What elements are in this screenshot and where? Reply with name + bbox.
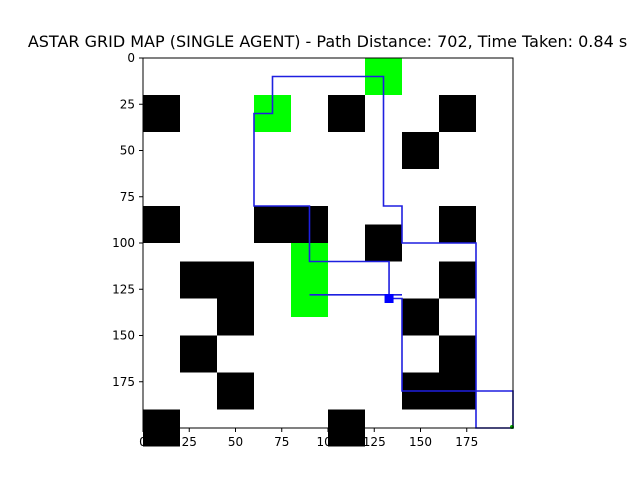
obstacle-cell: [217, 298, 254, 336]
x-tick-label: 100: [317, 435, 340, 449]
obstacle-cell: [439, 206, 476, 243]
obstacle-cell: [365, 224, 402, 262]
obstacle-cell: [217, 261, 254, 299]
y-tick-label: 0: [127, 51, 135, 65]
plot-area: [142, 57, 514, 447]
obstacle-cell: [143, 95, 180, 132]
obstacle-cell: [254, 206, 291, 243]
obstacle-cell: [143, 206, 180, 243]
y-tick-label: 125: [112, 282, 135, 296]
y-axis: 0 25 50 75 100 125 150 175: [112, 51, 143, 389]
y-tick-label: 175: [112, 375, 135, 389]
x-tick-label: 25: [182, 435, 197, 449]
x-tick-label: 0: [139, 435, 147, 449]
x-tick-label: 75: [274, 435, 289, 449]
chart-title: ASTAR GRID MAP (SINGLE AGENT) - Path Dis…: [27, 32, 628, 51]
x-axis: 0 25 50 75 100 125 150 175: [139, 428, 478, 449]
path-line: [253, 75, 514, 429]
obstacle-cell: [402, 132, 439, 169]
x-tick-label: 150: [409, 435, 432, 449]
obstacle-cell: [180, 335, 217, 373]
y-tick-label: 100: [112, 236, 135, 250]
obstacle-cell: [217, 372, 254, 410]
obstacle-cell: [439, 261, 476, 299]
y-tick-label: 75: [120, 190, 135, 204]
start-marker: [384, 294, 394, 303]
obstacle-cell: [439, 95, 476, 132]
x-tick-label: 50: [228, 435, 243, 449]
x-tick-label: 125: [363, 435, 386, 449]
x-tick-label: 175: [455, 435, 478, 449]
obstacle-cell: [402, 298, 439, 336]
obstacle-cell: [328, 95, 365, 132]
goal-cell: [291, 280, 328, 317]
y-tick-label: 25: [120, 97, 135, 111]
obstacle-cell: [180, 261, 217, 299]
y-tick-label: 50: [120, 144, 135, 158]
y-tick-label: 150: [112, 329, 135, 343]
obstacle-cell: [439, 335, 476, 373]
